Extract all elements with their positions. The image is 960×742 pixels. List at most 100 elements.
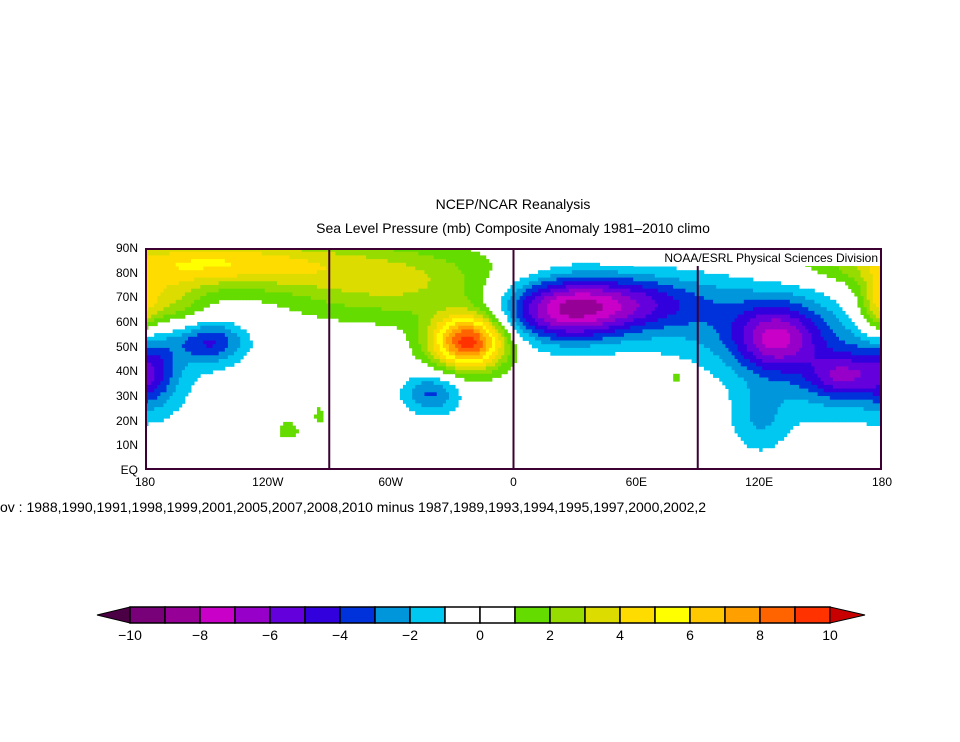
anomaly-cell <box>663 270 668 275</box>
anomaly-cell <box>651 288 656 293</box>
anomaly-cell <box>160 310 164 315</box>
anomaly-cell <box>753 329 757 334</box>
anomaly-cell <box>854 336 858 341</box>
anomaly-cell <box>627 322 631 327</box>
anomaly-cell <box>227 281 232 286</box>
anomaly-cell <box>562 333 567 338</box>
anomaly-cell <box>433 259 438 264</box>
anomaly-cell <box>197 285 201 290</box>
anomaly-cell <box>740 318 745 323</box>
anomaly-cell <box>375 251 379 256</box>
anomaly-cell <box>227 340 232 345</box>
anomaly-cell <box>258 255 263 260</box>
anomaly-cell <box>409 285 413 290</box>
anomaly-cell <box>559 303 564 308</box>
anomaly-cell <box>157 270 161 275</box>
anomaly-cell <box>304 310 309 315</box>
anomaly-cell <box>565 296 570 301</box>
anomaly-cell <box>581 281 585 286</box>
anomaly-cell <box>433 307 438 312</box>
anomaly-cell <box>660 281 665 286</box>
anomaly-cell <box>421 299 425 304</box>
anomaly-cell <box>820 322 825 327</box>
anomaly-cell <box>719 325 723 330</box>
anomaly-cell <box>316 266 321 271</box>
anomaly-cell <box>449 270 453 275</box>
anomaly-cell <box>197 248 201 253</box>
anomaly-cell <box>789 299 794 304</box>
anomaly-cell <box>406 251 410 256</box>
anomaly-cell <box>839 333 843 338</box>
anomaly-cell <box>725 340 729 345</box>
anomaly-cell <box>679 270 683 275</box>
anomaly-cell <box>482 307 487 312</box>
anomaly-cell <box>571 277 576 282</box>
anomaly-cell <box>175 277 180 282</box>
anomaly-cell <box>406 333 410 338</box>
anomaly-cell <box>777 322 782 327</box>
anomaly-cell <box>660 344 665 349</box>
anomaly-cell <box>740 336 745 341</box>
anomaly-cell <box>243 292 247 297</box>
anomaly-cell <box>301 255 306 260</box>
anomaly-cell <box>461 255 465 260</box>
anomaly-cell <box>756 336 760 341</box>
anomaly-cell <box>313 281 318 286</box>
anomaly-cell <box>157 314 161 319</box>
anomaly-cell <box>436 255 441 260</box>
anomaly-cell <box>310 262 315 267</box>
anomaly-cell <box>412 273 416 278</box>
anomaly-cell <box>651 344 656 349</box>
anomaly-cell <box>713 344 717 349</box>
anomaly-cell <box>347 273 352 278</box>
anomaly-cell <box>200 266 204 271</box>
anomaly-cell <box>157 344 161 349</box>
anomaly-cell <box>590 318 594 323</box>
anomaly-cell <box>620 333 625 338</box>
anomaly-cell <box>743 292 748 297</box>
anomaly-cell <box>630 314 634 319</box>
anomaly-cell <box>541 277 545 282</box>
anomaly-cell <box>270 281 275 286</box>
anomaly-cell <box>574 288 579 293</box>
anomaly-cell <box>814 303 818 308</box>
anomaly-cell <box>648 325 653 330</box>
anomaly-cell <box>338 310 342 315</box>
anomaly-cell <box>461 314 465 319</box>
anomaly-cell <box>157 340 161 345</box>
anomaly-cell <box>808 310 812 315</box>
anomaly-cell <box>402 266 407 271</box>
anomaly-cell <box>835 270 840 275</box>
anomaly-cell <box>835 303 840 308</box>
anomaly-cell <box>215 251 220 256</box>
anomaly-cell <box>636 318 640 323</box>
anomaly-cell <box>562 318 567 323</box>
anomaly-cell <box>221 292 226 297</box>
anomaly-cell <box>224 333 229 338</box>
anomaly-cell <box>860 333 864 338</box>
anomaly-cell <box>323 288 327 293</box>
anomaly-cell <box>710 340 714 345</box>
anomaly-cell <box>556 314 560 319</box>
anomaly-cell <box>237 325 241 330</box>
anomaly-cell <box>746 314 751 319</box>
anomaly-cell <box>436 322 441 327</box>
anomaly-cell <box>857 329 861 334</box>
anomaly-cell <box>642 314 646 319</box>
anomaly-cell <box>587 303 591 308</box>
anomaly-cell <box>513 314 517 319</box>
anomaly-cell <box>482 322 487 327</box>
anomaly-cell <box>350 277 355 282</box>
anomaly-cell <box>191 270 195 275</box>
anomaly-cell <box>768 314 772 319</box>
anomaly-cell <box>657 318 662 323</box>
anomaly-cell <box>178 285 183 290</box>
anomaly-cell <box>406 329 410 334</box>
anomaly-cell <box>737 310 742 315</box>
anomaly-cell <box>648 270 653 275</box>
anomaly-cell <box>559 322 564 327</box>
anomaly-cell <box>194 333 198 338</box>
anomaly-cell <box>648 277 653 282</box>
anomaly-cell <box>234 262 238 267</box>
anomaly-cell <box>270 262 275 267</box>
